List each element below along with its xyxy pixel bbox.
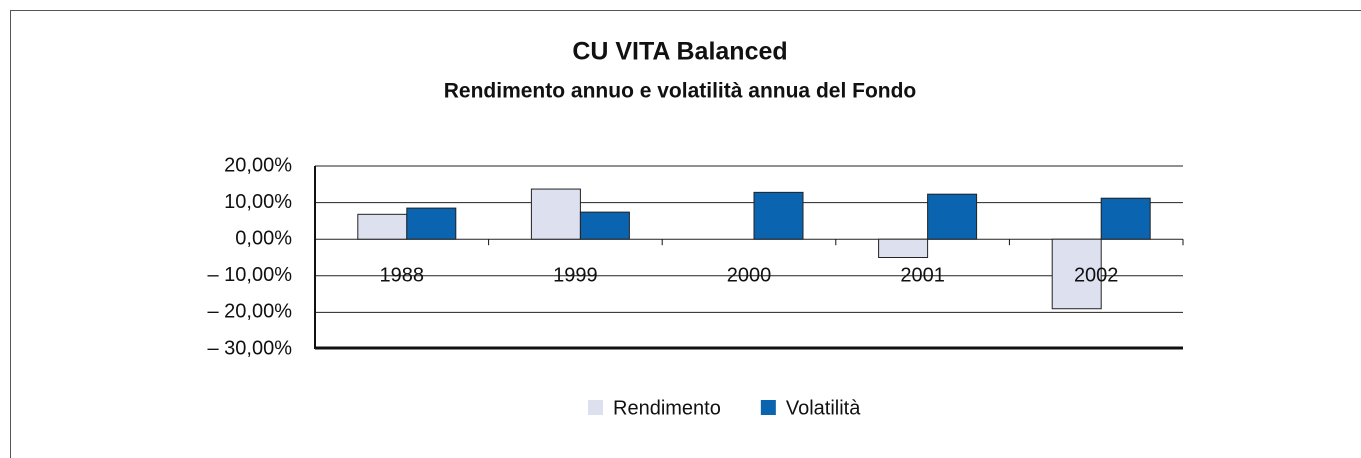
bar	[406, 207, 457, 240]
bar	[530, 188, 581, 240]
x-tick-label: 1999	[553, 264, 598, 286]
y-tick-label: 20,00%	[224, 154, 292, 176]
bar	[927, 193, 978, 240]
bar	[579, 211, 630, 240]
x-tick-label: 2002	[1074, 264, 1119, 286]
bar	[1100, 197, 1151, 240]
legend-label: Volatilità	[786, 397, 861, 419]
legend-swatch	[760, 400, 776, 415]
chart-subtitle: Rendimento annuo e volatilità annua del …	[444, 80, 917, 103]
bar	[1051, 238, 1102, 310]
x-tick-label: 2001	[900, 264, 945, 286]
y-tick-label: – 20,00%	[207, 301, 292, 323]
bar	[357, 213, 408, 240]
bar	[753, 191, 804, 240]
chart-title: CU VITA Balanced	[572, 38, 787, 66]
legend-swatch	[588, 400, 603, 415]
legend-label: Rendimento	[613, 397, 721, 419]
y-tick-label: 10,00%	[224, 191, 292, 213]
x-tick-label: 2000	[727, 264, 772, 286]
y-tick-label: 0,00%	[235, 227, 292, 249]
y-tick-label: – 30,00%	[207, 337, 292, 359]
bar	[878, 238, 929, 258]
frame	[10, 10, 1361, 458]
x-tick-label: 1988	[380, 264, 425, 286]
y-tick-label: – 10,00%	[207, 264, 292, 286]
